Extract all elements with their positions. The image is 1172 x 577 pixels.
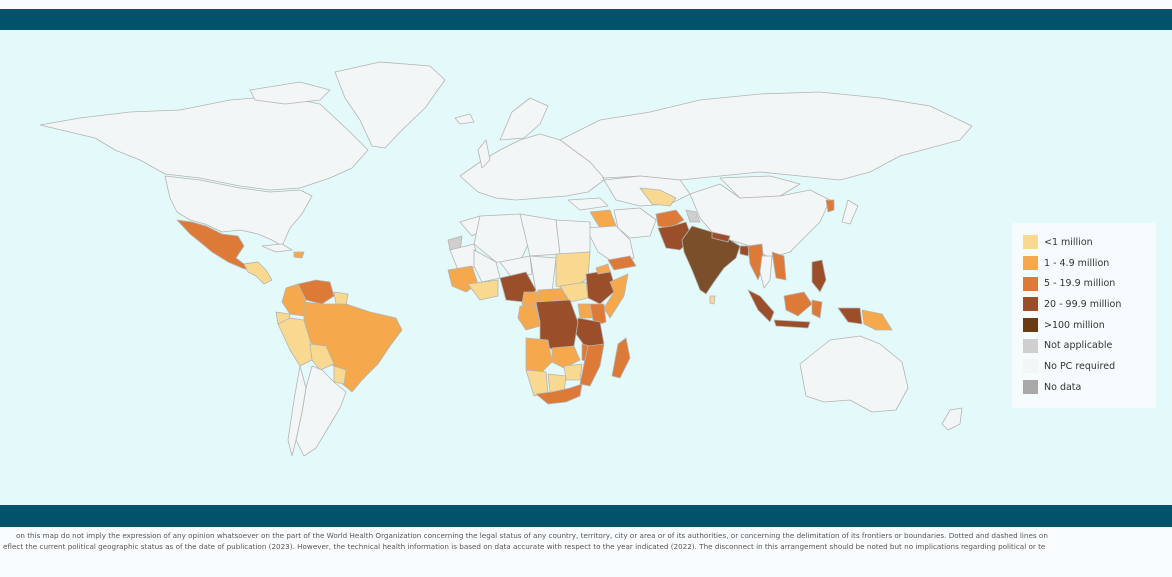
- legend-item[interactable]: No data: [1023, 377, 1156, 398]
- country-iceland[interactable]: [454, 113, 475, 125]
- disclaimer-line-1: on this map do not imply the expression …: [16, 531, 1048, 540]
- country-eritrea[interactable]: [595, 263, 611, 275]
- country-cuba[interactable]: [261, 243, 293, 253]
- country-tanzania[interactable]: [575, 317, 605, 349]
- country-egypt[interactable]: [555, 219, 591, 255]
- country-afghanistan[interactable]: [655, 209, 685, 229]
- country-haiti[interactable]: [293, 251, 305, 259]
- country-zambia[interactable]: [551, 345, 581, 369]
- country-kenya[interactable]: [589, 303, 607, 327]
- country-mali[interactable]: [473, 249, 501, 283]
- country-south-africa[interactable]: [535, 383, 583, 405]
- country-canada-islands[interactable]: [249, 81, 331, 105]
- country-sri-lanka[interactable]: [709, 295, 716, 305]
- country-canada[interactable]: [39, 95, 369, 191]
- legend-item[interactable]: >100 million: [1023, 315, 1156, 336]
- country-central-asia[interactable]: [639, 187, 677, 207]
- country-saudi-arabia[interactable]: [585, 225, 635, 265]
- map-area[interactable]: <1 million 1 - 4.9 million 5 - 19.9 millio…: [0, 30, 1172, 505]
- country-scandinavia[interactable]: [499, 97, 549, 141]
- footer-band: [0, 505, 1172, 527]
- country-gabon-congo[interactable]: [517, 305, 541, 331]
- disclaimer-line-2: eflect the current political geographic …: [3, 542, 1046, 551]
- country-iraq-syria[interactable]: [589, 209, 617, 229]
- country-central-america[interactable]: [243, 261, 273, 285]
- country-png[interactable]: [861, 309, 893, 331]
- legend-item[interactable]: No PC required: [1023, 356, 1156, 377]
- legend-item[interactable]: Not applicable: [1023, 335, 1156, 356]
- legend-label: 5 - 19.9 million: [1044, 278, 1116, 290]
- country-mozambique[interactable]: [579, 343, 605, 387]
- legend-swatch: [1023, 338, 1038, 353]
- country-papua[interactable]: [837, 307, 863, 325]
- country-yemen[interactable]: [607, 255, 637, 271]
- country-australia[interactable]: [799, 335, 909, 413]
- world-map[interactable]: [0, 30, 1172, 505]
- legend-item[interactable]: <1 million: [1023, 232, 1156, 253]
- country-thailand[interactable]: [759, 255, 773, 289]
- header-band: [0, 9, 1172, 30]
- country-north-korea[interactable]: [825, 199, 835, 213]
- country-new-zealand[interactable]: [941, 407, 963, 431]
- country-russia[interactable]: [559, 91, 973, 181]
- country-coast-west-africa[interactable]: [467, 279, 499, 301]
- legend-swatch: [1023, 256, 1038, 271]
- country-paraguay[interactable]: [333, 365, 347, 385]
- country-uganda[interactable]: [577, 303, 593, 319]
- country-greenland[interactable]: [334, 61, 446, 149]
- country-madagascar[interactable]: [611, 337, 631, 379]
- country-turkey[interactable]: [567, 197, 609, 211]
- country-indonesia-java[interactable]: [773, 319, 811, 329]
- legend-swatch: [1023, 318, 1038, 333]
- legend-item[interactable]: 5 - 19.9 million: [1023, 273, 1156, 294]
- country-india[interactable]: [681, 225, 741, 295]
- legend-label: >100 million: [1044, 319, 1105, 331]
- disclaimer: on this map do not imply the expression …: [0, 530, 1172, 554]
- country-indonesia-sumatra[interactable]: [747, 289, 775, 323]
- map-legend: <1 million 1 - 4.9 million 5 - 19.9 millio…: [1012, 223, 1156, 408]
- legend-swatch: [1023, 297, 1038, 312]
- country-uk[interactable]: [477, 139, 491, 169]
- country-nepal[interactable]: [711, 231, 731, 243]
- country-laos-vietnam[interactable]: [771, 251, 787, 281]
- legend-label: No data: [1044, 381, 1082, 393]
- country-zimbabwe[interactable]: [563, 363, 583, 381]
- country-united-states[interactable]: [164, 175, 313, 247]
- country-angola[interactable]: [525, 337, 553, 375]
- country-philippines[interactable]: [811, 259, 827, 293]
- country-chile[interactable]: [287, 365, 307, 457]
- legend-label: <1 million: [1044, 236, 1093, 248]
- legend-swatch: [1023, 359, 1038, 374]
- country-namibia[interactable]: [525, 369, 549, 397]
- country-somalia[interactable]: [603, 273, 629, 319]
- country-bangladesh[interactable]: [739, 245, 751, 257]
- legend-swatch: [1023, 235, 1038, 250]
- country-kashmir[interactable]: [685, 209, 701, 223]
- legend-swatch: [1023, 380, 1038, 395]
- country-mongolia[interactable]: [719, 175, 801, 199]
- legend-item[interactable]: 20 - 99.9 million: [1023, 294, 1156, 315]
- country-bolivia[interactable]: [309, 343, 335, 371]
- legend-label: No PC required: [1044, 360, 1116, 372]
- legend-label: 20 - 99.9 million: [1044, 298, 1122, 310]
- country-japan[interactable]: [841, 199, 859, 225]
- legend-item[interactable]: 1 - 4.9 million: [1023, 253, 1156, 274]
- legend-label: Not applicable: [1044, 340, 1113, 352]
- legend-label: 1 - 4.9 million: [1044, 257, 1110, 269]
- country-indonesia-sulawesi[interactable]: [811, 299, 823, 319]
- country-indonesia-borneo[interactable]: [783, 291, 813, 317]
- legend-swatch: [1023, 276, 1038, 291]
